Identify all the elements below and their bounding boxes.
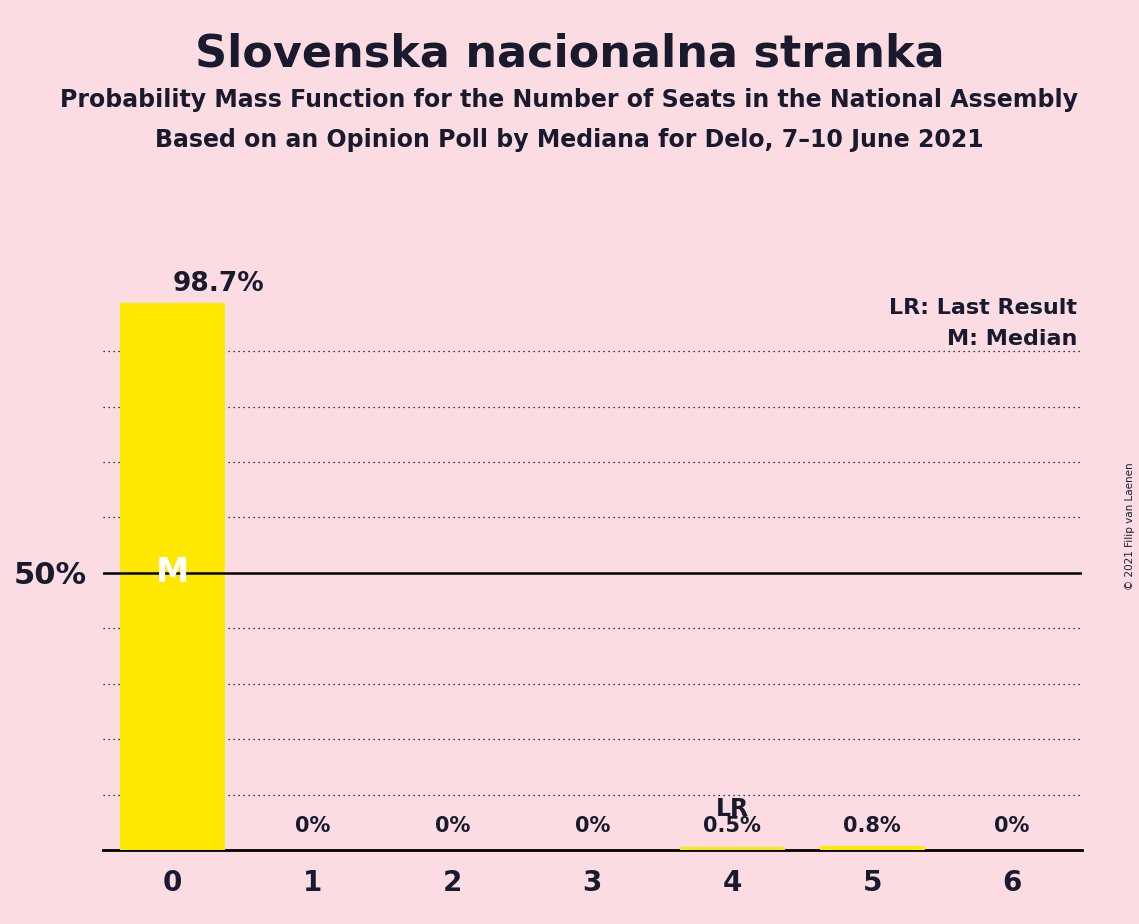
Text: © 2021 Filip van Laenen: © 2021 Filip van Laenen	[1125, 462, 1134, 590]
Bar	[820, 845, 925, 850]
Text: 0.8%: 0.8%	[843, 816, 901, 836]
Bar	[680, 847, 785, 850]
Bar	[120, 303, 224, 850]
Text: 0.5%: 0.5%	[703, 816, 761, 836]
Text: 0%: 0%	[295, 816, 330, 836]
Text: Based on an Opinion Poll by Mediana for Delo, 7–10 June 2021: Based on an Opinion Poll by Mediana for …	[155, 128, 984, 152]
Text: 0%: 0%	[435, 816, 470, 836]
Text: Slovenska nacionalna stranka: Slovenska nacionalna stranka	[195, 32, 944, 76]
Text: 0%: 0%	[574, 816, 611, 836]
Text: 98.7%: 98.7%	[172, 272, 264, 298]
Text: LR: Last Result: LR: Last Result	[890, 298, 1077, 319]
Text: LR: LR	[715, 796, 748, 821]
Text: M: M	[156, 556, 189, 590]
Text: Probability Mass Function for the Number of Seats in the National Assembly: Probability Mass Function for the Number…	[60, 88, 1079, 112]
Text: 0%: 0%	[994, 816, 1030, 836]
Text: M: Median: M: Median	[947, 329, 1077, 349]
